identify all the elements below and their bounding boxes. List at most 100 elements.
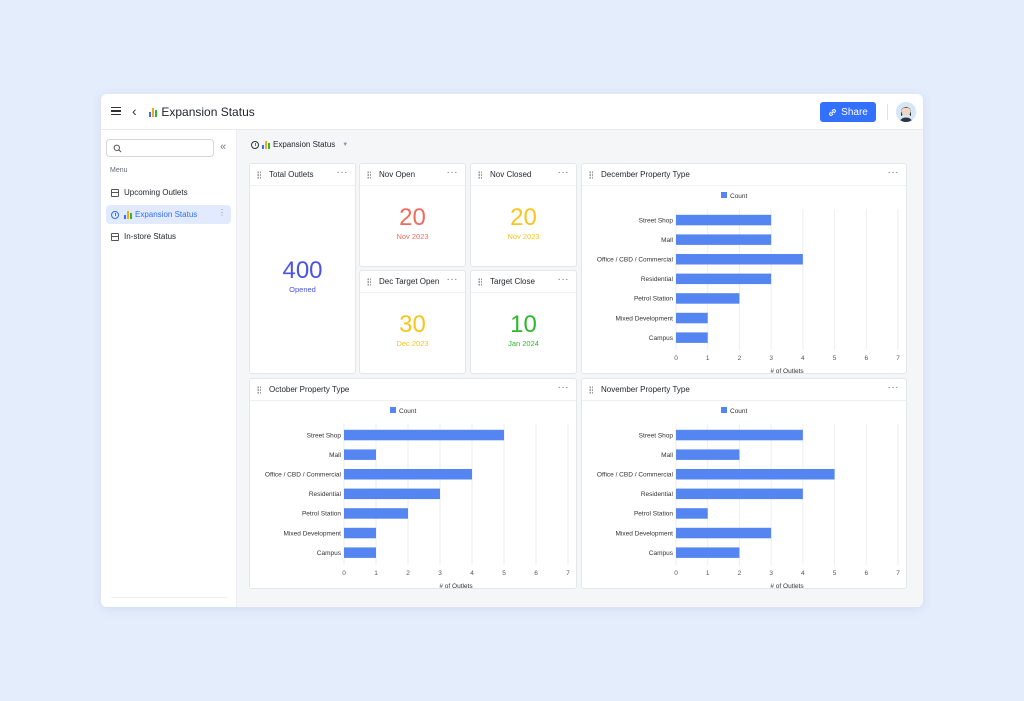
kpi-value: 10 [510,311,537,338]
card-header: Nov Closed ··· [471,164,576,186]
card-title: Target Close [490,277,535,286]
chart-card-december: December Property Type ··· Count 0 1 2 3 4 5 6 7… [581,163,907,374]
sidebar-item-expansion-status[interactable]: Expansion Status ⋮ [106,205,231,224]
bar [676,312,708,324]
collapse-sidebar-icon[interactable]: « [220,141,227,153]
x-tick-label: 0 [674,570,678,577]
more-icon[interactable]: ··· [336,167,348,178]
x-tick-label: 5 [833,355,837,362]
kpi-card-nov-closed: Nov Closed ··· 20 Nov 2023 [470,163,577,267]
drag-handle-icon[interactable] [367,278,371,286]
link-icon [829,108,837,116]
card-title: Total Outlets [269,170,314,179]
drag-handle-icon[interactable] [478,278,482,286]
more-icon[interactable]: ··· [887,382,899,393]
chart-card-october: October Property Type ··· Count 0 1 2 3 4 5 6 7 S… [249,378,577,589]
december-property-type-chart: Count 0 1 2 3 4 5 6 7 Street Shop Mall Office / CBD… [597,192,900,373]
more-icon[interactable]: ··· [446,274,458,285]
sidebar-item-label: Expansion Status [135,210,198,219]
more-icon[interactable]: ··· [557,167,569,178]
bar [676,508,708,519]
card-header: Dec Target Open ··· [360,271,465,293]
drag-handle-icon[interactable] [367,171,371,179]
share-button[interactable]: Share [820,102,876,122]
category-label: Mall [329,452,341,459]
x-tick-label: 5 [833,570,837,577]
category-label: Campus [649,550,674,557]
kpi-card-dec-target-open: Dec Target Open ··· 30 Dec 2023 [359,270,466,374]
bar [676,488,803,500]
card-title: November Property Type [601,385,690,394]
kpi-value: 20 [399,204,426,231]
search-input[interactable] [106,139,214,157]
sidebar-item-in-store-status[interactable]: In-store Status [106,227,231,246]
october-property-type-chart: Count 0 1 2 3 4 5 6 7 Street Shop Mall Office / CBD… [265,407,570,589]
drag-handle-icon[interactable] [589,386,593,394]
back-icon[interactable]: ‹ [132,103,137,119]
bar [344,429,504,441]
drag-handle-icon[interactable] [589,171,593,179]
drag-handle-icon[interactable] [257,386,261,394]
bar [344,547,376,558]
card-title: October Property Type [269,385,350,394]
divider [111,597,227,598]
kpi-card-nov-open: Nov Open ··· 20 Nov 2023 [359,163,466,267]
dashboard-title[interactable]: Expansion Status ▼ [251,140,348,149]
page-title: Expansion Status [149,105,255,119]
bar [676,214,772,226]
sidebar-item-label: Upcoming Outlets [124,188,188,197]
card-title: Dec Target Open [379,277,440,286]
chevron-down-icon[interactable]: ▼ [342,141,349,148]
drag-handle-icon[interactable] [478,171,482,179]
more-icon[interactable]: ··· [446,167,458,178]
category-label: Mall [661,237,673,244]
x-tick-label: 4 [801,570,805,577]
sidebar-item-upcoming-outlets[interactable]: Upcoming Outlets [106,183,231,202]
x-axis-label: # of Outlets [770,583,804,589]
bar [344,449,376,460]
category-label: Street Shop [639,432,674,439]
more-icon[interactable]: ··· [557,274,569,285]
card-header: Nov Open ··· [360,164,465,186]
category-label: Street Shop [307,432,342,439]
avatar[interactable] [896,102,916,122]
bar [676,332,708,343]
kpi-value: 20 [510,204,537,231]
dashboard-area: Expansion Status ▼ Total Outlets ··· 400… [237,130,923,607]
x-tick-label: 3 [438,570,442,577]
table-icon [111,188,119,197]
card-header: November Property Type ··· [582,379,906,401]
menu-icon[interactable] [111,105,123,117]
category-label: Mall [661,452,673,459]
divider [887,104,888,120]
more-icon[interactable]: ··· [887,167,899,178]
bar [344,508,408,519]
kpi-subtitle: Dec 2023 [396,339,429,348]
x-tick-label: 6 [864,570,868,577]
legend-swatch [721,407,727,413]
x-tick-label: 4 [470,570,474,577]
category-label: Office / CBD / Commercial [597,257,674,264]
dashboard-icon [111,210,119,219]
chart-icon [149,108,158,118]
category-label: Office / CBD / Commercial [597,472,674,479]
bar [676,469,835,480]
x-tick-label: 5 [502,570,506,577]
bar [344,527,376,539]
more-icon[interactable]: ⋮ [218,208,226,217]
card-header: December Property Type ··· [582,164,906,186]
category-label: Residential [641,491,674,498]
more-icon[interactable]: ··· [557,382,569,393]
category-label: Street Shop [639,217,674,224]
legend-swatch [721,192,727,198]
card-title: December Property Type [601,170,690,179]
sidebar-item-label: In-store Status [124,232,177,241]
drag-handle-icon[interactable] [257,171,261,179]
kpi-value: 30 [399,311,426,338]
x-axis-label: # of Outlets [439,583,473,589]
search-icon [113,144,122,153]
category-label: Campus [649,335,674,342]
legend-label: Count [399,408,417,415]
x-tick-label: 3 [769,355,773,362]
kpi-subtitle: Nov 2023 [396,232,429,241]
